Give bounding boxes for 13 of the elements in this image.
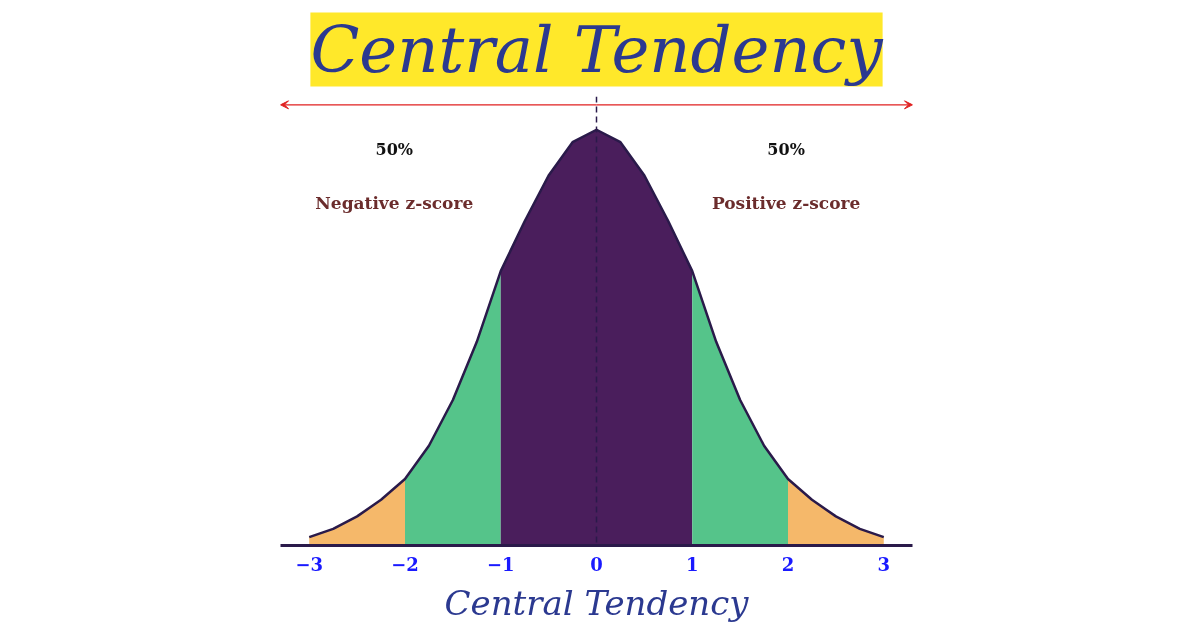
x-tick-label: −3 (295, 553, 324, 575)
x-tick-label: 1 (686, 553, 699, 575)
annotation: Negative z-score (315, 192, 474, 213)
x-tick-label: 2 (781, 553, 795, 575)
chart-title: Central Tendency (310, 12, 884, 87)
x-tick-label: −1 (486, 553, 515, 575)
text: Central Tendency (444, 582, 750, 623)
annotation: Positive z-score (711, 192, 861, 213)
annotation: 50% (375, 139, 413, 159)
x-tick-label: 3 (877, 553, 891, 575)
x-tick-label: −2 (391, 553, 419, 575)
x-tick-label: 0 (590, 553, 603, 575)
annotation: 50% (767, 139, 805, 159)
